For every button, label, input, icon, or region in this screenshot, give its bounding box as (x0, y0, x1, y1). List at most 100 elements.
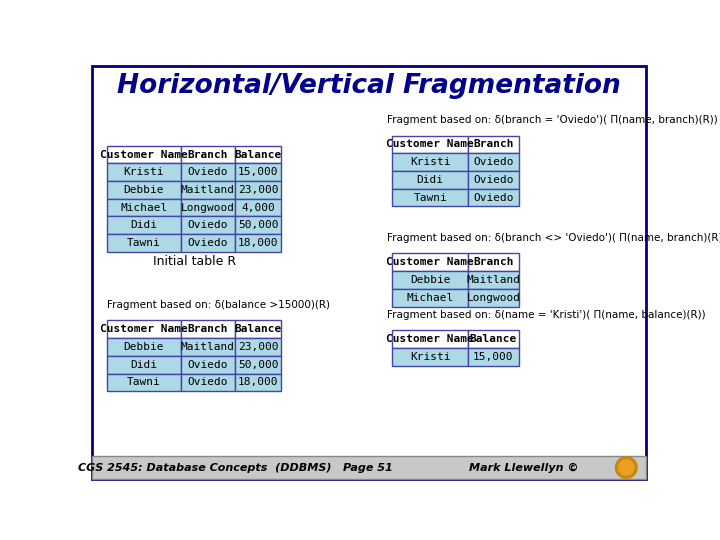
Text: Branch: Branch (187, 325, 228, 334)
Circle shape (618, 460, 634, 475)
FancyBboxPatch shape (392, 136, 468, 153)
Text: Longwood: Longwood (467, 293, 521, 303)
Text: Debbie: Debbie (124, 185, 164, 195)
Text: Michael: Michael (407, 293, 454, 303)
Text: Tawni: Tawni (127, 238, 161, 248)
Text: 18,000: 18,000 (238, 377, 279, 387)
FancyBboxPatch shape (468, 136, 518, 153)
FancyBboxPatch shape (235, 234, 282, 252)
FancyBboxPatch shape (235, 374, 282, 391)
Text: 23,000: 23,000 (238, 342, 279, 352)
Text: Oviedo: Oviedo (187, 238, 228, 248)
FancyBboxPatch shape (181, 320, 235, 338)
Text: Fragment based on: δ(branch = 'Oviedo')( Π(name, branch)(R)): Fragment based on: δ(branch = 'Oviedo')(… (387, 115, 718, 125)
Text: Balance: Balance (235, 325, 282, 334)
Text: 15,000: 15,000 (473, 352, 513, 362)
Text: Maitland: Maitland (467, 275, 521, 285)
Text: Customer Name: Customer Name (100, 325, 188, 334)
Text: Horizontal/Vertical Fragmentation: Horizontal/Vertical Fragmentation (117, 72, 621, 99)
FancyBboxPatch shape (235, 199, 282, 217)
Text: Kristi: Kristi (410, 157, 451, 167)
FancyBboxPatch shape (181, 181, 235, 199)
Text: Fragment based on: δ(balance >15000)(R): Fragment based on: δ(balance >15000)(R) (107, 300, 330, 310)
Text: Page 51: Page 51 (343, 462, 392, 472)
Text: Customer Name: Customer Name (387, 139, 474, 150)
Text: Initial table R: Initial table R (153, 255, 236, 268)
FancyBboxPatch shape (181, 146, 235, 164)
Text: Oviedo: Oviedo (473, 193, 513, 202)
Text: Didi: Didi (130, 220, 158, 231)
FancyBboxPatch shape (235, 356, 282, 374)
Circle shape (616, 457, 637, 478)
Text: Oviedo: Oviedo (187, 360, 228, 370)
FancyBboxPatch shape (181, 234, 235, 252)
Text: Balance: Balance (469, 334, 517, 345)
Text: Kristi: Kristi (124, 167, 164, 177)
Text: Oviedo: Oviedo (473, 157, 513, 167)
FancyBboxPatch shape (107, 146, 181, 164)
FancyBboxPatch shape (392, 189, 468, 206)
FancyBboxPatch shape (468, 171, 518, 189)
Text: Fragment based on: δ(branch <> 'Oviedo')( Π(name, branch)(R)): Fragment based on: δ(branch <> 'Oviedo')… (387, 233, 720, 243)
FancyBboxPatch shape (107, 217, 181, 234)
Text: Balance: Balance (235, 150, 282, 159)
FancyBboxPatch shape (392, 171, 468, 189)
FancyBboxPatch shape (392, 253, 468, 271)
FancyBboxPatch shape (468, 271, 518, 289)
Text: Maitland: Maitland (181, 342, 235, 352)
FancyBboxPatch shape (181, 199, 235, 217)
FancyBboxPatch shape (91, 66, 647, 479)
FancyBboxPatch shape (181, 338, 235, 356)
Text: Kristi: Kristi (410, 352, 451, 362)
FancyBboxPatch shape (91, 456, 647, 479)
FancyBboxPatch shape (235, 320, 282, 338)
FancyBboxPatch shape (468, 153, 518, 171)
Text: 50,000: 50,000 (238, 360, 279, 370)
Text: 50,000: 50,000 (238, 220, 279, 231)
FancyBboxPatch shape (392, 271, 468, 289)
Text: Tawni: Tawni (127, 377, 161, 387)
Text: 4,000: 4,000 (241, 202, 275, 213)
Text: Oviedo: Oviedo (187, 167, 228, 177)
FancyBboxPatch shape (468, 289, 518, 307)
Text: CGS 2545: Database Concepts  (DDBMS): CGS 2545: Database Concepts (DDBMS) (78, 462, 331, 472)
Text: Michael: Michael (120, 202, 168, 213)
Text: 18,000: 18,000 (238, 238, 279, 248)
FancyBboxPatch shape (107, 181, 181, 199)
FancyBboxPatch shape (392, 153, 468, 171)
Text: Branch: Branch (473, 257, 513, 267)
Text: Customer Name: Customer Name (387, 257, 474, 267)
Text: Oviedo: Oviedo (187, 220, 228, 231)
FancyBboxPatch shape (468, 189, 518, 206)
FancyBboxPatch shape (181, 217, 235, 234)
Text: Fragment based on: δ(name = 'Kristi')( Π(name, balance)(R)): Fragment based on: δ(name = 'Kristi')( Π… (387, 310, 706, 320)
Text: 23,000: 23,000 (238, 185, 279, 195)
FancyBboxPatch shape (392, 330, 468, 348)
Text: Debbie: Debbie (124, 342, 164, 352)
Text: Longwood: Longwood (181, 202, 235, 213)
FancyBboxPatch shape (468, 253, 518, 271)
FancyBboxPatch shape (107, 356, 181, 374)
FancyBboxPatch shape (235, 217, 282, 234)
Text: 15,000: 15,000 (238, 167, 279, 177)
Text: Branch: Branch (187, 150, 228, 159)
FancyBboxPatch shape (392, 348, 468, 366)
Text: Didi: Didi (417, 175, 444, 185)
FancyBboxPatch shape (181, 356, 235, 374)
FancyBboxPatch shape (235, 164, 282, 181)
FancyBboxPatch shape (107, 320, 181, 338)
Text: Branch: Branch (473, 139, 513, 150)
FancyBboxPatch shape (468, 330, 518, 348)
FancyBboxPatch shape (392, 289, 468, 307)
Text: Customer Name: Customer Name (387, 334, 474, 345)
Text: Didi: Didi (130, 360, 158, 370)
Text: Customer Name: Customer Name (100, 150, 188, 159)
Text: Mark Llewellyn ©: Mark Llewellyn © (469, 462, 579, 472)
FancyBboxPatch shape (107, 374, 181, 391)
FancyBboxPatch shape (235, 181, 282, 199)
FancyBboxPatch shape (107, 234, 181, 252)
FancyBboxPatch shape (107, 338, 181, 356)
Text: Oviedo: Oviedo (187, 377, 228, 387)
FancyBboxPatch shape (107, 164, 181, 181)
FancyBboxPatch shape (235, 146, 282, 164)
